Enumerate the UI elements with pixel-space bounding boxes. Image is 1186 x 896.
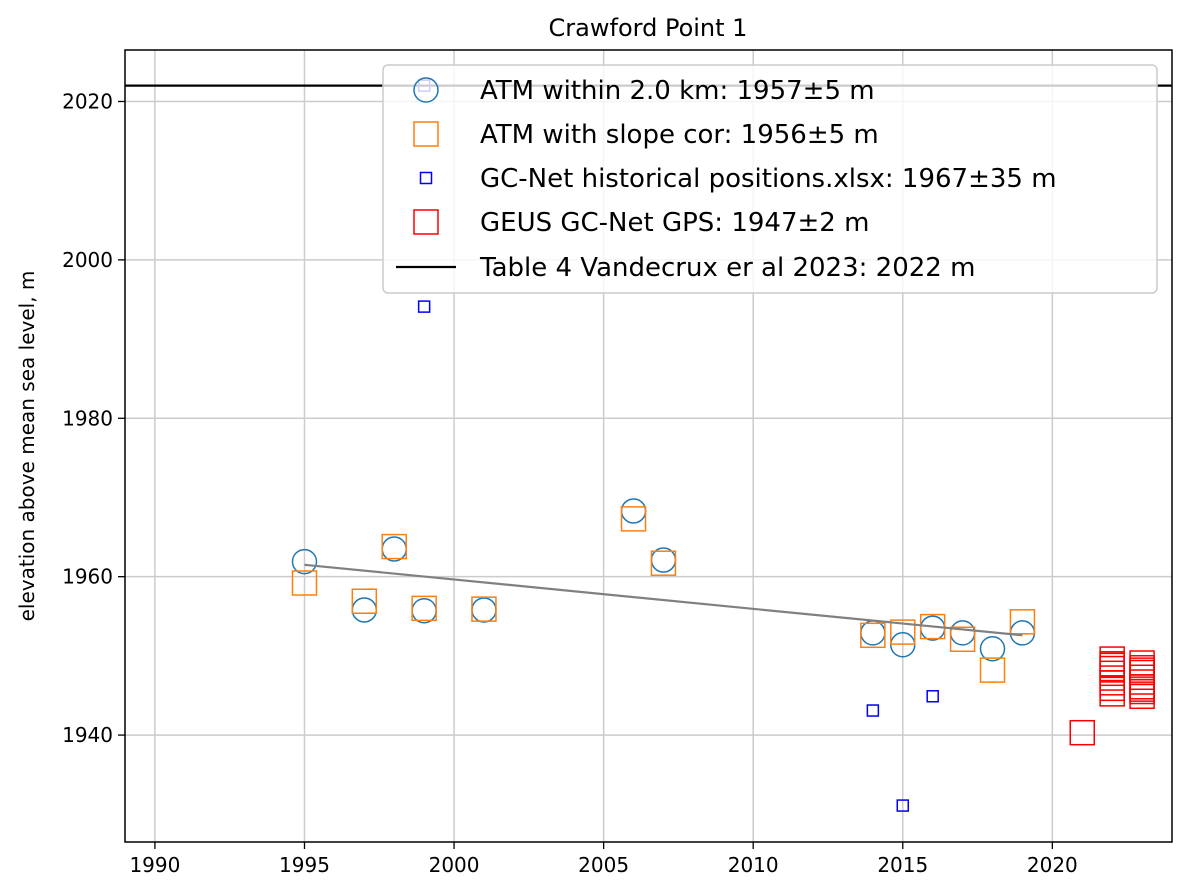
legend-label-geus-gc-net-gps-1947: GEUS GC-Net GPS: 1947±2 m: [480, 208, 869, 238]
atm-slope-point: [471, 596, 497, 622]
y-tick-label: 2020: [62, 89, 113, 113]
atm-slope-point: [1009, 609, 1036, 635]
atm-point: [291, 548, 318, 575]
geus-point: [1129, 657, 1155, 683]
legend-label-table-4-vandecrux-er: Table 4 Vandecrux er al 2023: 2022 m: [479, 253, 975, 283]
legend-symbol: [419, 171, 433, 185]
trend-line: [304, 563, 1023, 637]
legend-box: [382, 64, 1158, 294]
x-tick-label: 2015: [877, 853, 928, 877]
y-tick-label: 1960: [62, 565, 113, 589]
data-layer: [291, 79, 1155, 812]
atm-slope-point: [351, 588, 378, 614]
x-tick-label: 2010: [728, 853, 779, 877]
gcnet-point: [417, 300, 431, 313]
geus-point: [1129, 676, 1155, 702]
atm-slope-point: [650, 550, 677, 576]
atm-slope-point: [860, 622, 886, 649]
y-tick-label: 1940: [62, 723, 113, 747]
legend-symbol: [413, 77, 439, 103]
gcnet-point: [866, 704, 880, 717]
y-axis-title: elevation above mean sea level, m: [15, 271, 39, 622]
gcnet-point: [926, 690, 939, 703]
atm-slope-point: [291, 570, 318, 596]
x-tick-label: 2005: [578, 853, 629, 877]
atm-slope-point: [411, 595, 437, 622]
legend-label-gc-net-historical-po: GC-Net historical positions.xlsx: 1967±3…: [480, 164, 1057, 194]
legend: ATM within 2.0 km: 1957±5 m ATM with slop…: [382, 64, 1158, 294]
geus-point: [1069, 719, 1096, 746]
atm-slope-point: [979, 657, 1006, 683]
legend-label-atm-with-slope-cor-1: ATM with slope cor: 1956±5 m: [480, 120, 879, 150]
atm-point: [979, 636, 1006, 662]
chart-title: Crawford Point 1: [549, 14, 748, 42]
x-tick-label: 2020: [1027, 853, 1078, 877]
atm-slope-point: [620, 506, 647, 532]
legend-symbol: [413, 121, 439, 147]
legend-symbol: [413, 209, 439, 235]
x-tick-label: 2000: [429, 853, 480, 877]
atm-slope-point: [381, 533, 407, 560]
x-tick-label: 1995: [279, 853, 330, 877]
atm-slope-point: [949, 626, 976, 652]
tick-layer: 1990 1995 2000 2005 2010 2015 2020 1940 1960 1980…: [62, 89, 1078, 877]
geus-point: [1099, 652, 1125, 679]
gcnet-point: [896, 799, 910, 812]
plot-frame: [124, 49, 1173, 843]
atm-slope-point: [890, 619, 916, 645]
y-tick-label: 1980: [62, 406, 113, 430]
x-tick-label: 1990: [129, 853, 180, 877]
legend-label-atm-within-2-0-km-19: ATM within 2.0 km: 1957±5 m: [480, 76, 875, 106]
y-tick-label: 2000: [62, 248, 113, 272]
